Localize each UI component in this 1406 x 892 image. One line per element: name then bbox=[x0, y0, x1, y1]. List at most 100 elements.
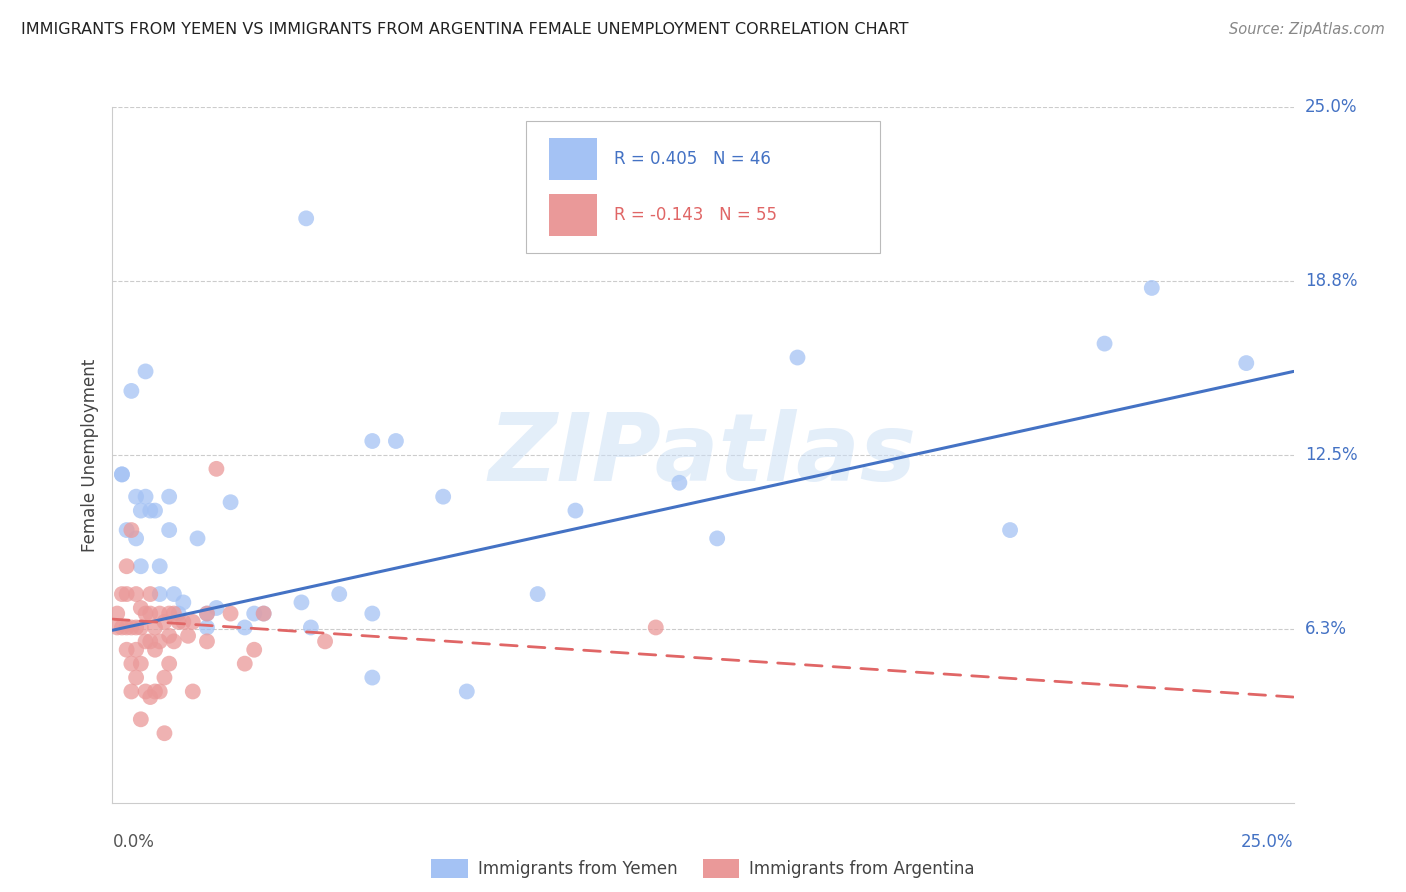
FancyBboxPatch shape bbox=[526, 121, 880, 253]
Point bbox=[120, 384, 142, 398]
Legend: Immigrants from Yemen, Immigrants from Argentina: Immigrants from Yemen, Immigrants from A… bbox=[425, 853, 981, 885]
Point bbox=[125, 587, 148, 601]
Point bbox=[456, 684, 478, 698]
Point bbox=[157, 629, 180, 643]
Point bbox=[120, 684, 142, 698]
Point bbox=[143, 642, 166, 657]
Text: 25.0%: 25.0% bbox=[1305, 98, 1357, 116]
Point bbox=[111, 467, 134, 482]
Point bbox=[135, 490, 157, 504]
Point bbox=[129, 503, 152, 517]
Point bbox=[172, 595, 194, 609]
Point bbox=[668, 475, 690, 490]
Point bbox=[153, 726, 176, 740]
Point bbox=[115, 642, 138, 657]
Point bbox=[706, 532, 728, 546]
Point bbox=[219, 607, 242, 621]
Point bbox=[163, 634, 186, 648]
Point bbox=[526, 587, 548, 601]
Point bbox=[314, 634, 336, 648]
Point bbox=[143, 684, 166, 698]
Point bbox=[139, 503, 162, 517]
Point bbox=[157, 523, 180, 537]
Point bbox=[115, 587, 138, 601]
Point bbox=[139, 690, 162, 704]
Point bbox=[115, 559, 138, 574]
Point bbox=[253, 607, 276, 621]
Point bbox=[163, 587, 186, 601]
Text: ZIPatlas: ZIPatlas bbox=[489, 409, 917, 501]
Point bbox=[153, 671, 176, 685]
Point bbox=[105, 620, 128, 634]
Point bbox=[328, 587, 350, 601]
Point bbox=[181, 615, 204, 629]
Point bbox=[243, 607, 266, 621]
Point bbox=[1234, 356, 1257, 370]
Point bbox=[120, 523, 142, 537]
Point bbox=[129, 657, 152, 671]
Point bbox=[998, 523, 1021, 537]
Point bbox=[135, 364, 157, 378]
Point bbox=[120, 657, 142, 671]
Point bbox=[129, 601, 152, 615]
Point bbox=[361, 671, 384, 685]
Point bbox=[129, 559, 152, 574]
Point bbox=[295, 211, 318, 226]
Point bbox=[135, 607, 157, 621]
Point bbox=[143, 503, 166, 517]
Point bbox=[167, 615, 190, 629]
Point bbox=[205, 601, 228, 615]
Point bbox=[153, 615, 176, 629]
Point bbox=[432, 490, 454, 504]
Point bbox=[205, 462, 228, 476]
Point bbox=[157, 490, 180, 504]
Point bbox=[143, 620, 166, 634]
Point bbox=[149, 559, 172, 574]
Point bbox=[385, 434, 408, 448]
Point bbox=[243, 642, 266, 657]
Point bbox=[129, 620, 152, 634]
Text: 12.5%: 12.5% bbox=[1305, 446, 1357, 464]
FancyBboxPatch shape bbox=[550, 194, 596, 235]
Point bbox=[149, 587, 172, 601]
Point bbox=[195, 634, 218, 648]
FancyBboxPatch shape bbox=[550, 138, 596, 180]
Point bbox=[149, 684, 172, 698]
Point bbox=[125, 642, 148, 657]
Text: 18.8%: 18.8% bbox=[1305, 272, 1357, 290]
Point bbox=[125, 532, 148, 546]
Y-axis label: Female Unemployment: Female Unemployment bbox=[80, 359, 98, 551]
Point bbox=[149, 634, 172, 648]
Point bbox=[253, 607, 276, 621]
Point bbox=[564, 503, 586, 517]
Point bbox=[111, 620, 134, 634]
Text: R = -0.143   N = 55: R = -0.143 N = 55 bbox=[614, 206, 778, 224]
Point bbox=[111, 467, 134, 482]
Point bbox=[1140, 281, 1163, 295]
Text: 25.0%: 25.0% bbox=[1241, 833, 1294, 851]
Point bbox=[135, 684, 157, 698]
Point bbox=[157, 607, 180, 621]
Point bbox=[111, 587, 134, 601]
Point bbox=[157, 657, 180, 671]
Point bbox=[233, 657, 256, 671]
Point bbox=[125, 671, 148, 685]
Point bbox=[167, 607, 190, 621]
Point bbox=[163, 607, 186, 621]
Point bbox=[786, 351, 808, 365]
Point bbox=[149, 607, 172, 621]
Point bbox=[644, 620, 666, 634]
Point bbox=[299, 620, 322, 634]
Point bbox=[290, 595, 312, 609]
Point bbox=[361, 607, 384, 621]
Point bbox=[219, 495, 242, 509]
Point bbox=[139, 607, 162, 621]
Text: 0.0%: 0.0% bbox=[112, 833, 155, 851]
Point bbox=[233, 620, 256, 634]
Point bbox=[361, 434, 384, 448]
Point bbox=[105, 607, 128, 621]
Point bbox=[195, 607, 218, 621]
Point bbox=[181, 684, 204, 698]
Point bbox=[1094, 336, 1116, 351]
Text: R = 0.405   N = 46: R = 0.405 N = 46 bbox=[614, 150, 772, 169]
